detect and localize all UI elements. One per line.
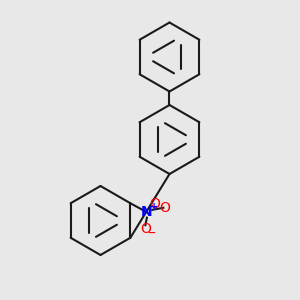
Text: +: + (150, 202, 158, 212)
Text: O: O (149, 197, 160, 212)
Text: O: O (140, 222, 151, 236)
Text: O: O (159, 201, 170, 215)
Text: N: N (141, 205, 153, 219)
Text: −: − (148, 228, 156, 238)
